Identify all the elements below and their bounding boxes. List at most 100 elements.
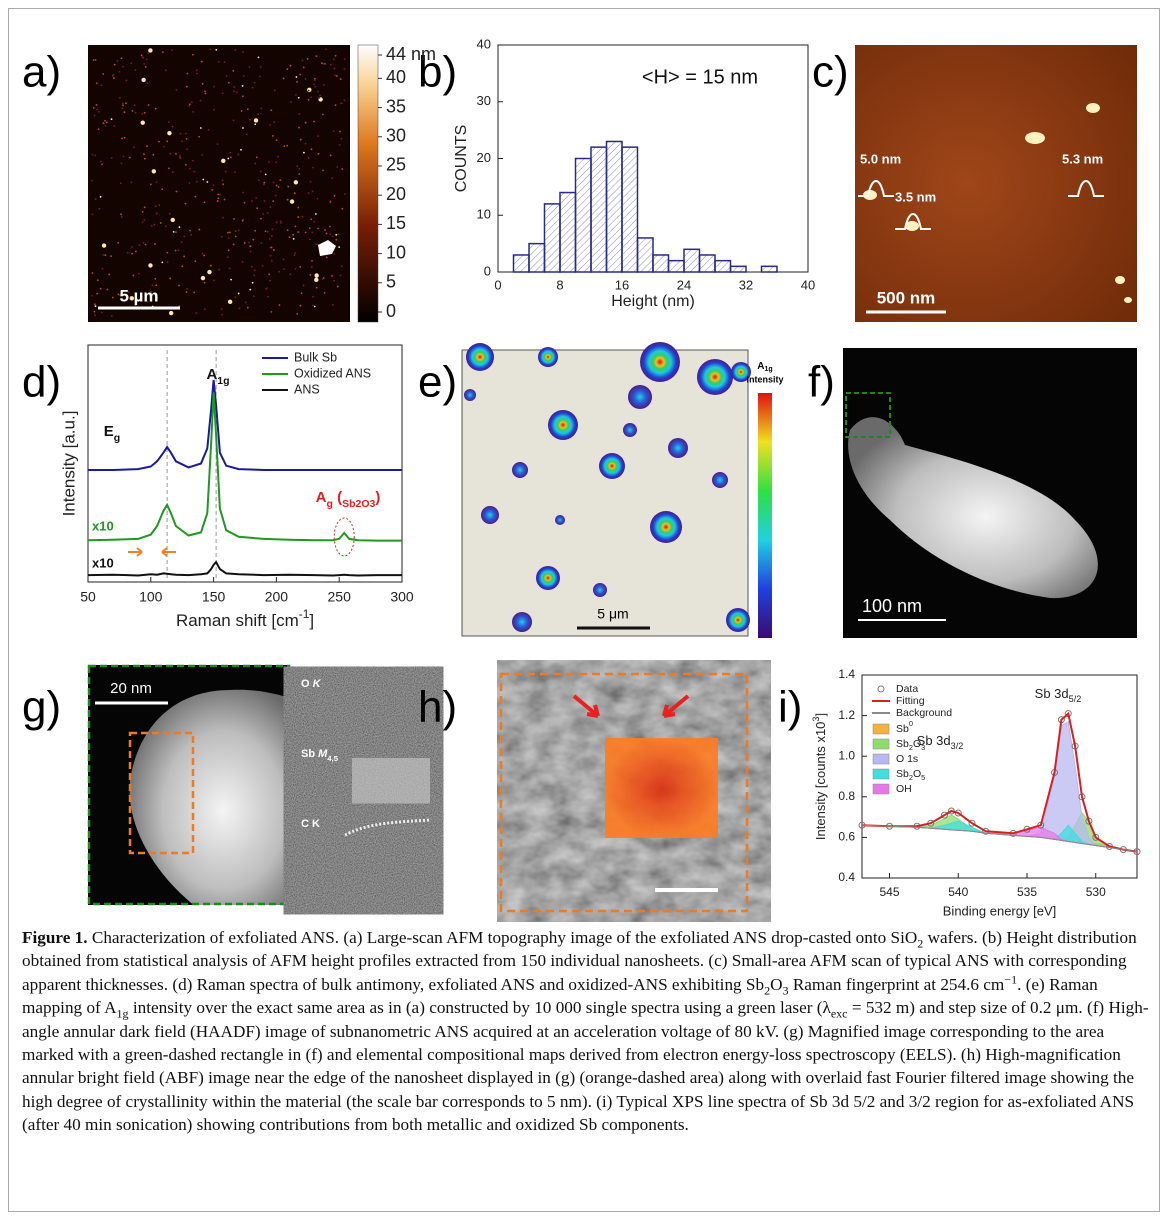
afm-grain bbox=[188, 103, 191, 106]
map-label: C K bbox=[301, 818, 320, 830]
afm-grain bbox=[323, 291, 326, 294]
colorbar-tick-label: 15 bbox=[386, 213, 406, 233]
afm-grain bbox=[304, 121, 307, 124]
afm-grain bbox=[280, 222, 282, 224]
spectrum bbox=[88, 379, 402, 471]
x-tick-label: 8 bbox=[556, 277, 563, 292]
nanosheet bbox=[905, 221, 919, 231]
afm-grain bbox=[304, 78, 307, 80]
carbon-edge bbox=[344, 818, 431, 837]
peak-label: Sb 3d5/2 bbox=[1035, 686, 1082, 704]
fit-line bbox=[861, 824, 1138, 853]
y-axis-label-part: ] bbox=[813, 713, 828, 717]
raman-spot bbox=[599, 453, 625, 479]
afm-grain bbox=[143, 157, 146, 160]
afm-grain bbox=[102, 73, 105, 75]
panel-label: d) bbox=[22, 358, 61, 407]
raman-spot bbox=[538, 347, 558, 367]
afm-grain bbox=[334, 104, 337, 107]
afm-grain bbox=[310, 266, 313, 268]
afm-grain bbox=[256, 207, 259, 210]
x-tick-label: 16 bbox=[615, 277, 629, 292]
scale-bar-label: 20 nm bbox=[110, 680, 152, 697]
afm-grain bbox=[341, 207, 344, 210]
afm-grain bbox=[264, 230, 267, 233]
afm-grain bbox=[337, 233, 340, 236]
afm-grain bbox=[309, 180, 312, 183]
afm-grain bbox=[203, 254, 206, 257]
afm-grain bbox=[314, 85, 317, 88]
afm-grain bbox=[309, 273, 312, 276]
hist-bar bbox=[543, 203, 561, 273]
caption-run: O bbox=[770, 974, 783, 994]
afm-grain bbox=[131, 246, 134, 248]
afm-grain bbox=[161, 51, 164, 54]
afm-grain bbox=[141, 210, 144, 213]
afm-grain bbox=[293, 254, 296, 257]
afm-grain bbox=[334, 54, 337, 57]
afm-grain bbox=[308, 238, 311, 241]
afm-grain bbox=[314, 277, 319, 283]
afm-grain bbox=[251, 200, 253, 202]
peak-label-part: 5/2 bbox=[1069, 694, 1082, 704]
nanosheet bbox=[1025, 132, 1045, 144]
afm-grain bbox=[268, 160, 270, 163]
afm-grain bbox=[254, 229, 257, 232]
afm-grain bbox=[233, 217, 236, 220]
afm-grain bbox=[94, 198, 97, 200]
eels-map bbox=[297, 673, 430, 738]
peak-label-part: E bbox=[104, 423, 114, 440]
afm-grain bbox=[312, 295, 314, 298]
afm-grain bbox=[92, 59, 95, 62]
afm-grain bbox=[338, 143, 341, 146]
fft-overlay bbox=[605, 738, 718, 838]
afm-grain bbox=[302, 284, 305, 287]
afm-grain bbox=[186, 287, 188, 290]
panel-label: e) bbox=[418, 358, 457, 407]
afm-grain bbox=[332, 130, 335, 133]
legend-swatch bbox=[872, 768, 890, 780]
afm-grain bbox=[100, 84, 103, 87]
afm-grain bbox=[236, 91, 238, 94]
afm-grain bbox=[339, 78, 342, 81]
afm-grain bbox=[229, 151, 232, 154]
afm-grain bbox=[289, 199, 295, 204]
afm-grain bbox=[260, 107, 263, 110]
x-axis-label-part: ] bbox=[309, 611, 314, 630]
afm-grain bbox=[275, 161, 278, 164]
afm-grain bbox=[301, 59, 304, 62]
afm-grain bbox=[319, 94, 321, 97]
afm-grain bbox=[242, 191, 244, 194]
afm-grain bbox=[155, 181, 158, 184]
afm-grain bbox=[298, 173, 301, 176]
peak-label: Ag (Sb2O3) bbox=[316, 489, 381, 510]
afm-grain bbox=[329, 154, 332, 157]
afm-grain bbox=[213, 279, 215, 282]
afm-grain bbox=[150, 224, 153, 227]
flake-edge bbox=[129, 689, 290, 905]
afm-grain bbox=[315, 55, 318, 58]
afm-grain bbox=[315, 286, 318, 289]
afm-grain bbox=[133, 146, 135, 149]
afm-grain bbox=[270, 235, 273, 237]
afm-grain bbox=[154, 107, 157, 110]
afm-grain bbox=[110, 255, 113, 258]
afm-grain bbox=[169, 277, 172, 280]
afm-grain bbox=[94, 59, 97, 61]
afm-grain bbox=[336, 285, 339, 288]
afm-grain bbox=[283, 145, 286, 148]
afm-grain bbox=[111, 296, 114, 299]
afm-grain bbox=[332, 303, 334, 306]
afm-grain bbox=[311, 190, 314, 193]
afm-grain bbox=[104, 124, 107, 127]
afm-grain bbox=[343, 99, 346, 102]
raman-spot bbox=[481, 506, 499, 524]
afm-grain bbox=[310, 148, 313, 151]
x-tick-label: 24 bbox=[677, 277, 691, 292]
afm-grain bbox=[271, 228, 274, 231]
afm-grain bbox=[94, 314, 96, 317]
afm-grain bbox=[248, 241, 250, 244]
afm-grain bbox=[278, 304, 281, 306]
afm-grain bbox=[249, 250, 252, 253]
afm-grain bbox=[199, 99, 202, 102]
